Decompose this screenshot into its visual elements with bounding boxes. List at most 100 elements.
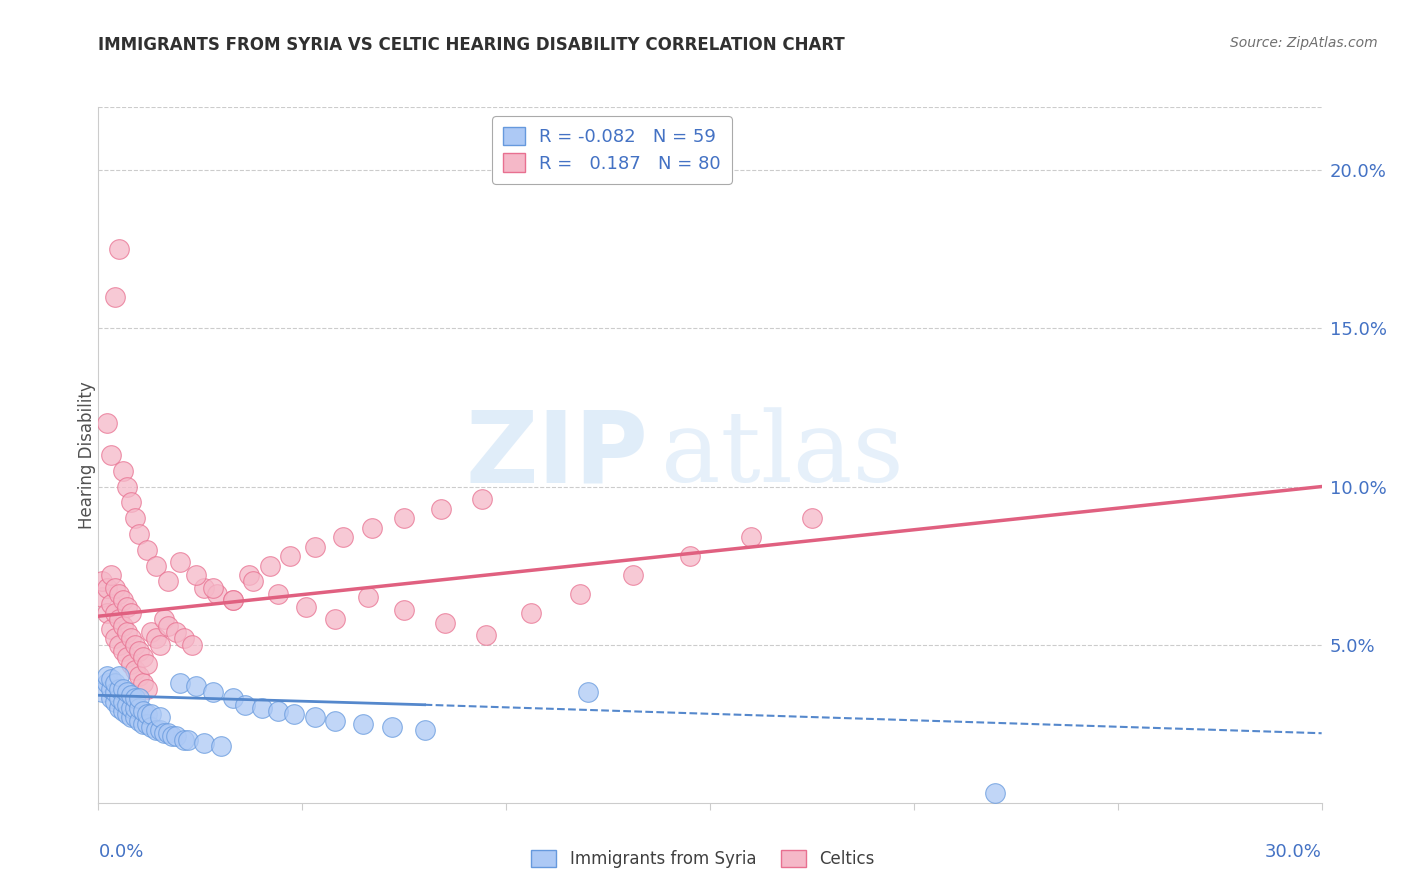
Point [108,638,131,652]
Point [160,730,183,744]
Point [323,612,346,626]
Point [104,632,127,646]
Text: Source: ZipAtlas.com: Source: ZipAtlas.com [1230,36,1378,50]
Point [267,704,290,718]
Legend: R = -0.082   N = 59, R =   0.187   N = 80: R = -0.082 N = 59, R = 0.187 N = 80 [492,116,733,184]
Point [128,644,150,658]
Point [332,530,354,544]
Point [259,558,281,573]
Point [132,716,155,731]
Point [108,669,131,683]
Point [115,625,138,640]
Point [124,701,146,715]
Point [304,540,326,554]
Point [108,691,131,706]
Point [96,606,118,620]
Point [128,527,150,541]
Point [115,479,138,493]
Point [115,599,138,614]
Point [120,606,142,620]
Point [108,243,131,257]
Point [111,704,134,718]
Point [108,701,131,715]
Point [120,657,142,671]
Point [173,632,195,646]
Point [111,644,134,658]
Point [100,681,122,696]
Point [568,587,591,601]
Text: 0.0%: 0.0% [98,843,143,861]
Point [128,714,150,728]
Point [104,290,127,304]
Point [100,622,122,636]
Point [201,685,224,699]
Point [165,625,187,640]
Point [434,615,457,630]
Point [128,691,150,706]
Text: ZIP: ZIP [465,407,650,503]
Point [120,688,142,702]
Y-axis label: Hearing Disability: Hearing Disability [79,381,96,529]
Point [111,464,134,478]
Point [222,593,245,607]
Point [177,732,200,747]
Point [740,530,762,544]
Point [115,650,138,665]
Point [124,710,146,724]
Point [356,591,378,605]
Point [96,581,118,595]
Point [111,618,134,632]
Point [295,599,318,614]
Point [145,632,167,646]
Point [136,681,159,696]
Point [141,720,163,734]
Point [181,638,204,652]
Point [124,691,146,706]
Point [283,707,305,722]
Point [124,511,146,525]
Point [149,723,172,737]
Point [128,701,150,715]
Point [100,673,122,687]
Point [120,701,142,715]
Legend: Immigrants from Syria, Celtics: Immigrants from Syria, Celtics [524,843,882,875]
Point [360,521,382,535]
Point [111,681,134,696]
Point [471,492,494,507]
Point [801,511,824,525]
Point [165,730,187,744]
Point [136,542,159,557]
Point [108,681,131,696]
Point [156,618,179,632]
Point [100,691,122,706]
Point [679,549,702,563]
Point [111,695,134,709]
Point [156,574,179,589]
Point [186,679,208,693]
Point [132,704,155,718]
Point [186,568,208,582]
Point [136,707,159,722]
Point [104,685,127,699]
Point [474,628,498,642]
Point [250,701,273,715]
Point [100,597,122,611]
Point [136,657,159,671]
Point [169,556,191,570]
Point [233,698,256,712]
Point [124,663,146,677]
Point [149,710,172,724]
Point [115,707,138,722]
Point [124,638,146,652]
Point [132,650,155,665]
Point [91,574,114,589]
Point [115,685,138,699]
Point [392,511,416,525]
Point [96,675,118,690]
Point [152,612,174,626]
Point [201,581,224,595]
Point [352,716,374,731]
Point [115,698,138,712]
Point [169,675,191,690]
Point [413,723,436,737]
